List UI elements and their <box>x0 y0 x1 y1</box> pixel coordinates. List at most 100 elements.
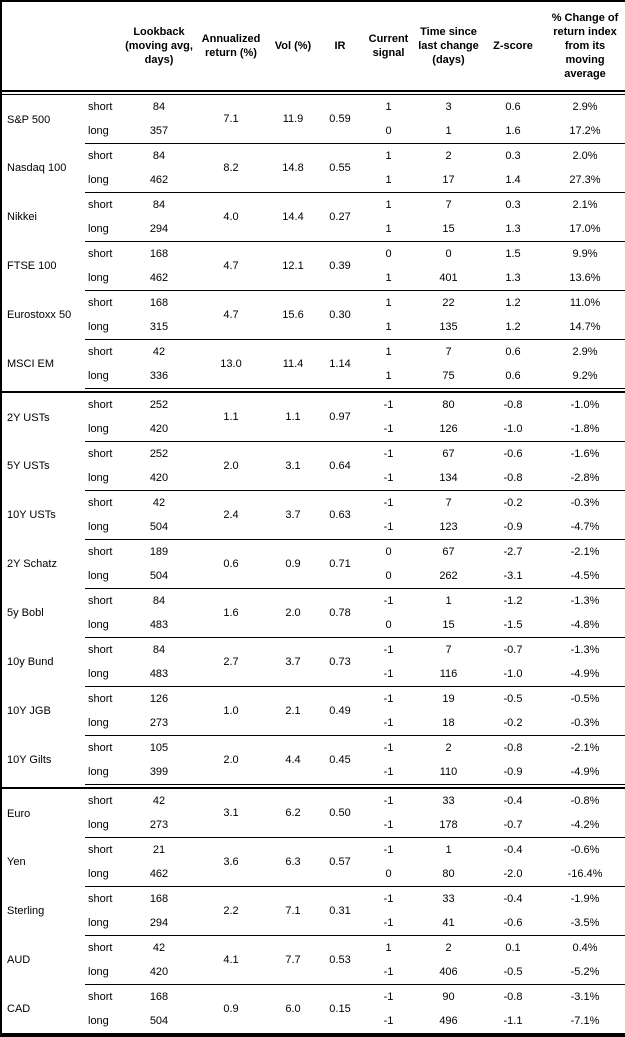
pct-change-value: -0.3% <box>545 711 625 736</box>
time-since-value: 496 <box>416 1009 481 1036</box>
signal-value: 1 <box>361 192 416 218</box>
zscore-value: -0.8 <box>481 984 545 1010</box>
ir-value: 1.14 <box>319 339 361 390</box>
asset-name: Euro <box>1 788 85 838</box>
asset-name: 2Y Schatz <box>1 539 85 589</box>
lookback-value: 21 <box>123 837 195 863</box>
leg-label: short <box>85 490 123 516</box>
table-row: 10Y USTs short 42 2.4 3.7 0.63 -1 7 -0.2 -0.3% <box>1 490 625 540</box>
zscore-value: -2.7 <box>481 539 545 565</box>
table-body: S&P 500 short 84 7.1 11.9 0.59 1 3 0.6 2.9% long 35… <box>1 91 625 1036</box>
zscore-value: 1.4 <box>481 168 545 193</box>
lookback-value: 504 <box>123 1009 195 1036</box>
zscore-value: -0.6 <box>481 441 545 467</box>
lookback-value: 42 <box>123 339 195 365</box>
zscore-value: -1.0 <box>481 662 545 687</box>
leg-label: long <box>85 760 123 786</box>
vol-value: 14.8 <box>267 143 319 193</box>
time-since-value: 22 <box>416 290 481 316</box>
ir-value: 0.39 <box>319 241 361 291</box>
table-row: 10Y JGB short 126 1.0 2.1 0.49 -1 19 -0.5 -0.5% <box>1 686 625 736</box>
leg-label: short <box>85 94 123 120</box>
signal-value: -1 <box>361 417 416 442</box>
leg-label: short <box>85 392 123 418</box>
ir-value: 0.55 <box>319 143 361 193</box>
pct-change-value: -2.8% <box>545 466 625 491</box>
table-row: long 504 -1 123 -0.9 -4.7% <box>1 515 625 540</box>
leg-label: short <box>85 192 123 218</box>
pct-change-value: -16.4% <box>545 862 625 887</box>
time-since-value: 3 <box>416 94 481 120</box>
signal-value: -1 <box>361 392 416 418</box>
time-since-value: 80 <box>416 392 481 418</box>
vol-value: 3.1 <box>267 441 319 491</box>
lookback-value: 273 <box>123 813 195 838</box>
time-since-value: 67 <box>416 539 481 565</box>
signal-value: -1 <box>361 735 416 761</box>
lookback-value: 84 <box>123 94 195 120</box>
ann-return-value: 7.1 <box>195 94 267 144</box>
ann-return-value: 0.9 <box>195 984 267 1036</box>
ir-value: 0.50 <box>319 788 361 838</box>
ann-return-value: 2.0 <box>195 735 267 786</box>
signal-value: -1 <box>361 686 416 712</box>
signal-value: -1 <box>361 837 416 863</box>
table-row: long 336 1 75 0.6 9.2% <box>1 364 625 390</box>
time-since-value: 406 <box>416 960 481 985</box>
time-since-value: 15 <box>416 613 481 638</box>
table-row: long 315 1 135 1.2 14.7% <box>1 315 625 340</box>
header-divider-line <box>1 91 625 96</box>
col-header-lookback: Lookback (moving avg, days) <box>123 1 195 93</box>
section-divider <box>1 784 625 790</box>
table-row: long 483 -1 116 -1.0 -4.9% <box>1 662 625 687</box>
lookback-value: 294 <box>123 911 195 936</box>
table-row: FTSE 100 short 168 4.7 12.1 0.39 0 0 1.5 9.9% <box>1 241 625 291</box>
zscore-value: -0.9 <box>481 760 545 786</box>
table-row: 5y Bobl short 84 1.6 2.0 0.78 -1 1 -1.2 -1.3% <box>1 588 625 638</box>
table-row: long 294 1 15 1.3 17.0% <box>1 217 625 242</box>
ir-value: 0.64 <box>319 441 361 491</box>
signal-value: 1 <box>361 290 416 316</box>
zscore-value: -3.1 <box>481 564 545 589</box>
zscore-value: -1.5 <box>481 613 545 638</box>
asset-name: 10Y USTs <box>1 490 85 540</box>
time-since-value: 1 <box>416 837 481 863</box>
pct-change-value: -1.0% <box>545 392 625 418</box>
vol-value: 15.6 <box>267 290 319 340</box>
lookback-value: 168 <box>123 290 195 316</box>
signal-value: 0 <box>361 539 416 565</box>
leg-label: short <box>85 241 123 267</box>
table-row: 2Y Schatz short 189 0.6 0.9 0.71 0 67 -2.7 -2.1% <box>1 539 625 589</box>
pct-change-value: 2.9% <box>545 94 625 120</box>
time-since-value: 178 <box>416 813 481 838</box>
signal-value: -1 <box>361 662 416 687</box>
ann-return-value: 8.2 <box>195 143 267 193</box>
time-since-value: 7 <box>416 339 481 365</box>
ann-return-value: 0.6 <box>195 539 267 589</box>
leg-label: short <box>85 637 123 663</box>
lookback-value: 168 <box>123 886 195 912</box>
lookback-value: 42 <box>123 788 195 814</box>
ann-return-value: 3.6 <box>195 837 267 887</box>
leg-label: short <box>85 339 123 365</box>
lookback-value: 252 <box>123 392 195 418</box>
table-row: long 399 -1 110 -0.9 -4.9% <box>1 760 625 786</box>
table-row: 10Y Gilts short 105 2.0 4.4 0.45 -1 2 -0.8 -2.1% <box>1 735 625 786</box>
pct-change-value: -3.1% <box>545 984 625 1010</box>
col-header-vol: Vol (%) <box>267 1 319 93</box>
signal-value: -1 <box>361 490 416 516</box>
signal-value: -1 <box>361 441 416 467</box>
time-since-value: 2 <box>416 143 481 169</box>
col-header-ir: IR <box>319 1 361 93</box>
asset-name: FTSE 100 <box>1 241 85 291</box>
lookback-value: 42 <box>123 935 195 961</box>
ir-value: 0.78 <box>319 588 361 638</box>
vol-value: 6.2 <box>267 788 319 838</box>
pct-change-value: 9.2% <box>545 364 625 390</box>
table-row: long 420 -1 126 -1.0 -1.8% <box>1 417 625 442</box>
lookback-value: 273 <box>123 711 195 736</box>
lookback-value: 168 <box>123 984 195 1010</box>
leg-label: short <box>85 735 123 761</box>
signal-value: 0 <box>361 119 416 144</box>
vol-value: 7.7 <box>267 935 319 985</box>
